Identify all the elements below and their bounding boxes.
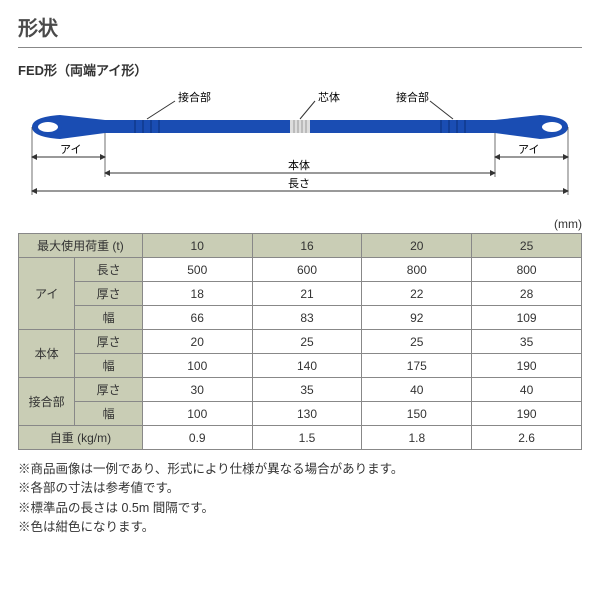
section-title: 形状 [18,12,582,41]
label-joint-right: 接合部 [396,90,429,104]
unit-label: (mm) [18,217,582,231]
separator [18,47,582,48]
notes: ※商品画像は一例であり、形式により仕様が異なる場合があります。※各部の寸法は参考… [18,460,582,538]
shape-subtitle: FED形（両端アイ形） [18,60,582,79]
dim-eye-left: アイ [60,144,81,156]
dim-length: 長さ [288,177,310,190]
note-line: ※色は紺色になります。 [18,518,582,537]
dim-eye-right: アイ [518,144,539,156]
eye-hole-right [540,120,564,134]
dim-body: 本体 [288,158,310,172]
spec-table: 最大使用荷重 (t)10162025アイ長さ500600800800厚さ1821… [18,233,582,450]
label-core: 芯体 [318,90,340,104]
eye-hole-left [36,120,60,134]
sling-core [290,120,310,133]
note-line: ※各部の寸法は参考値です。 [18,479,582,498]
sling-diagram: 接合部 芯体 接合部 アイ アイ 本体 長さ [18,87,582,202]
note-line: ※商品画像は一例であり、形式により仕様が異なる場合があります。 [18,460,582,479]
label-joint-left: 接合部 [178,90,211,104]
note-line: ※標準品の長さは 0.5m 間隔です。 [18,499,582,518]
